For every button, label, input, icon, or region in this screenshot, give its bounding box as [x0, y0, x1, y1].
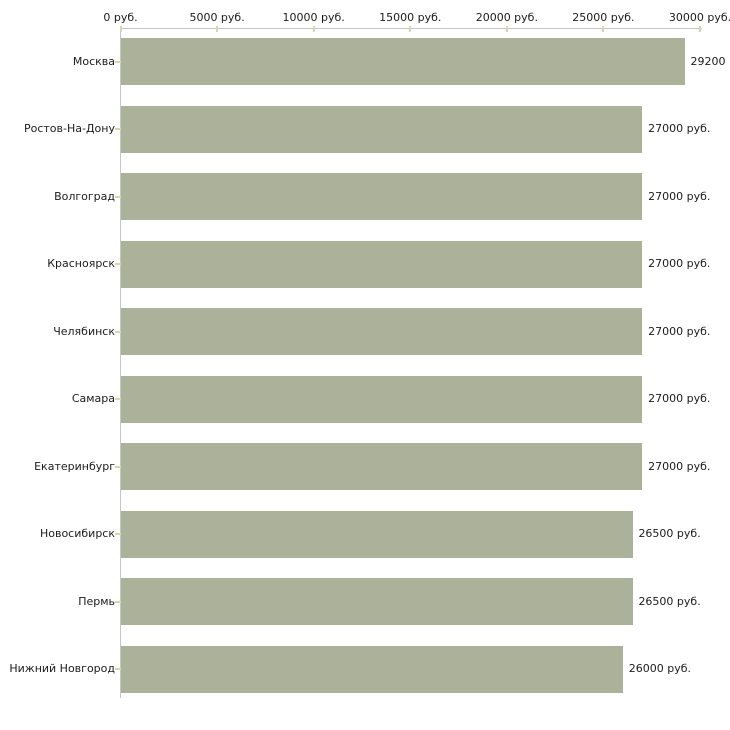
x-axis-tick-label: 30000 руб.: [668, 11, 730, 24]
x-axis-tick: [409, 26, 412, 32]
x-axis-tick: [312, 26, 315, 32]
y-axis-tick: [115, 533, 121, 536]
value-label: 27000 руб.: [648, 257, 711, 271]
x-axis-tick-label: 5000 руб.: [189, 11, 245, 24]
y-axis-tick: [115, 600, 121, 603]
category-label: Екатеринбург: [34, 459, 115, 473]
category-label: Пермь: [78, 594, 115, 608]
bar: [121, 105, 643, 153]
x-axis-tick-label: 0 руб.: [103, 11, 138, 24]
y-axis-tick: [115, 465, 121, 468]
value-label: 26000 руб.: [628, 662, 692, 676]
value-label: 26500 руб.: [638, 594, 701, 608]
y-axis-tick: [115, 60, 121, 63]
category-label: Нижний Новгород: [9, 662, 115, 676]
value-label: 29200 руб.: [690, 54, 730, 68]
bar: [121, 375, 643, 423]
x-axis-tick: [602, 26, 605, 32]
value-label: 27000 руб.: [648, 122, 711, 136]
bar: [121, 38, 685, 86]
x-axis-tick: [119, 26, 122, 32]
x-axis-tick-label: 25000 руб.: [572, 11, 635, 24]
bar: [121, 173, 643, 221]
bar: [121, 443, 643, 491]
y-axis-tick: [115, 330, 121, 333]
x-axis-tick-label: 15000 руб.: [379, 11, 442, 24]
bar: [121, 645, 623, 693]
category-label: Москва: [72, 54, 115, 68]
value-label: 27000 руб.: [648, 459, 711, 473]
category-label: Новосибирск: [39, 527, 115, 541]
x-axis-tick-label: 20000 руб.: [475, 11, 538, 24]
x-axis-tick: [216, 26, 219, 32]
category-label: Самара: [71, 392, 115, 406]
x-axis-tick: [505, 26, 508, 32]
value-label: 27000 руб.: [648, 189, 711, 203]
category-label: Ростов-На-Дону: [23, 122, 115, 136]
value-label: 27000 руб.: [648, 392, 711, 406]
category-label: Челябинск: [53, 324, 115, 338]
y-axis-tick: [115, 128, 121, 131]
y-axis-tick: [115, 668, 121, 671]
x-axis-tick: [699, 26, 701, 32]
value-label: 27000 руб.: [648, 324, 711, 338]
category-label: Волгоград: [54, 189, 115, 203]
value-label: 26500 руб.: [638, 527, 701, 541]
bar: [121, 240, 643, 288]
y-axis-tick: [115, 195, 121, 198]
bar: [121, 308, 643, 356]
bar: [121, 578, 633, 626]
x-axis-tick-label: 10000 руб.: [282, 11, 345, 24]
bar: [121, 510, 633, 558]
category-label: Красноярск: [47, 257, 115, 271]
y-axis-tick: [115, 398, 121, 401]
y-axis-tick: [115, 263, 121, 266]
y-axis-line: [120, 28, 121, 698]
